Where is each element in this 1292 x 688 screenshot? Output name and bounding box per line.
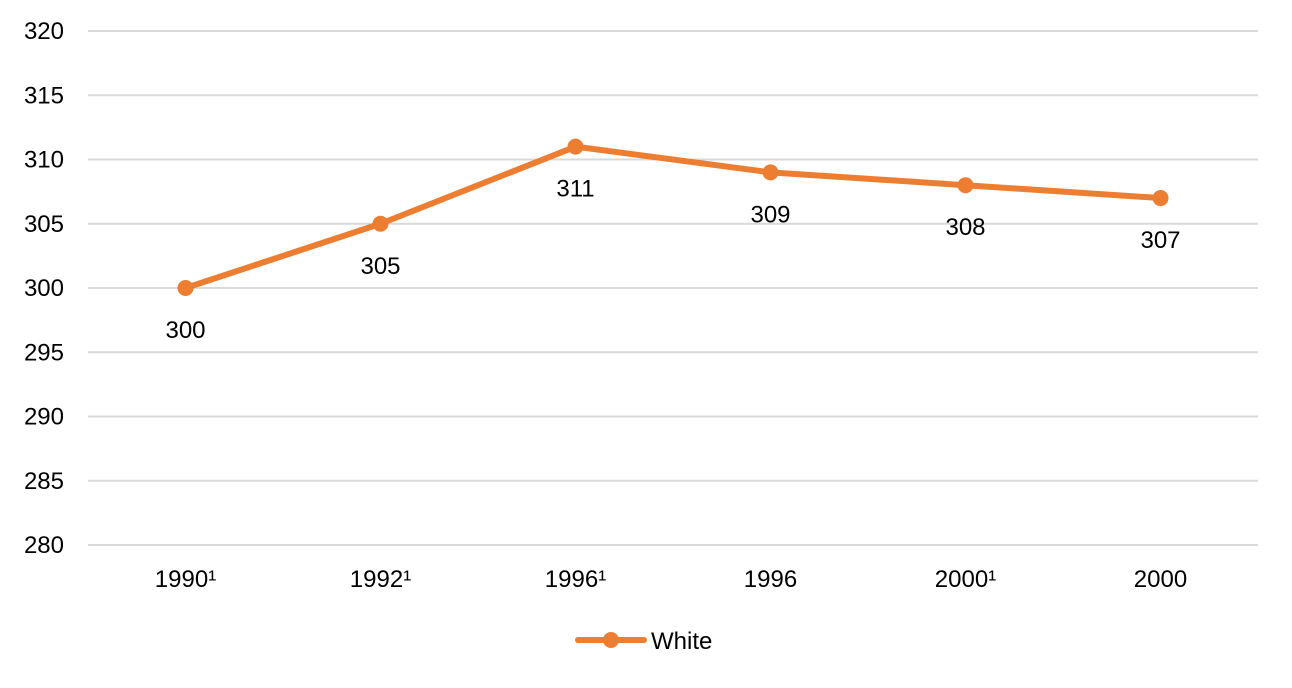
data-point <box>567 138 584 155</box>
data-point <box>957 177 974 194</box>
x-tick-label: 1996 <box>744 566 797 593</box>
x-tick-label: 1990¹ <box>155 566 216 593</box>
data-point <box>372 215 389 232</box>
legend: White <box>575 628 712 655</box>
series-line <box>182 143 1164 291</box>
series-white <box>177 138 1169 296</box>
data-label: 309 <box>750 201 790 228</box>
legend-label-white: White <box>651 628 712 655</box>
x-tick-label: 2000 <box>1134 566 1187 593</box>
x-tick-label: 2000¹ <box>935 566 996 593</box>
data-label: 311 <box>556 176 594 203</box>
gridlines <box>88 30 1258 546</box>
y-tick-label: 320 <box>24 18 64 45</box>
y-tick-label: 290 <box>24 404 64 431</box>
y-axis: 280 285 290 295 300 305 310 315 320 <box>24 18 64 559</box>
x-tick-label: 1992¹ <box>350 566 411 593</box>
y-tick-label: 305 <box>24 211 64 238</box>
data-label: 300 <box>165 317 205 344</box>
data-point <box>177 280 194 296</box>
x-tick-label: 1996¹ <box>545 566 606 593</box>
y-tick-label: 295 <box>24 339 64 366</box>
y-tick-label: 315 <box>24 82 64 109</box>
legend-marker-swatch <box>603 632 619 648</box>
data-labels: 300 305 311 309 308 307 <box>165 176 1180 344</box>
data-point <box>1152 190 1169 207</box>
data-point <box>762 164 779 181</box>
data-label: 308 <box>945 214 985 241</box>
y-tick-label: 300 <box>24 275 64 302</box>
y-tick-label: 310 <box>24 147 64 174</box>
data-label: 307 <box>1140 227 1180 254</box>
y-tick-label: 280 <box>24 532 64 559</box>
y-tick-label: 285 <box>24 468 64 495</box>
x-axis: 1990¹ 1992¹ 1996¹ 1996 2000¹ 2000 <box>155 566 1187 593</box>
data-label: 305 <box>360 253 400 280</box>
